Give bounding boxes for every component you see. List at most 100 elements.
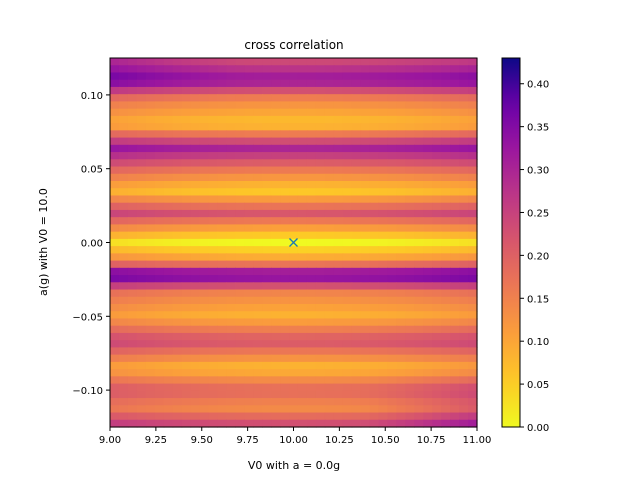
heatmap-cell — [387, 152, 398, 160]
heatmap-cell — [127, 289, 138, 298]
heatmap-cell — [396, 173, 406, 182]
heatmap-cell — [271, 398, 281, 406]
heatmap-cell — [450, 332, 460, 341]
heatmap-cell — [289, 282, 299, 291]
heatmap-cell — [396, 267, 406, 276]
heatmap-cell — [199, 332, 210, 341]
heatmap-cell — [217, 253, 227, 262]
heatmap-cell — [145, 282, 156, 291]
heatmap-cell — [351, 94, 362, 103]
heatmap-cell — [387, 347, 398, 356]
heatmap-cell — [181, 419, 192, 428]
heatmap-cell — [226, 101, 236, 110]
heatmap-cell — [441, 260, 451, 269]
heatmap-cell — [226, 209, 236, 218]
heatmap-cell — [199, 231, 210, 240]
heatmap-cell — [208, 202, 219, 211]
heatmap-cell — [378, 369, 389, 377]
heatmap-cell — [127, 267, 138, 276]
heatmap-cell — [351, 419, 362, 428]
heatmap-cell — [154, 130, 165, 139]
heatmap-cell — [271, 325, 281, 334]
heatmap-cell — [110, 152, 120, 160]
heatmap-cell — [289, 332, 299, 341]
heatmap-cell — [289, 137, 299, 146]
heatmap-cell — [360, 332, 371, 341]
heatmap-cell — [315, 166, 326, 175]
heatmap-cell — [262, 101, 272, 110]
heatmap-cell — [145, 188, 156, 197]
heatmap-cell — [271, 217, 281, 226]
heatmap-cell — [235, 347, 245, 356]
heatmap-cell — [414, 354, 424, 363]
heatmap-cell — [289, 390, 299, 399]
heatmap-cell — [235, 79, 245, 88]
heatmap-cell — [342, 318, 353, 327]
heatmap-cell — [432, 340, 442, 349]
heatmap-cell — [110, 238, 120, 247]
heatmap-cell — [163, 173, 174, 182]
heatmap-cell — [405, 275, 415, 283]
heatmap-cell — [315, 217, 326, 226]
heatmap-cell — [217, 361, 227, 370]
heatmap-cell — [306, 398, 317, 406]
heatmap-cell — [360, 267, 371, 276]
heatmap-cell — [459, 318, 469, 327]
heatmap-cell — [432, 405, 442, 414]
heatmap-cell — [271, 347, 281, 356]
heatmap-cell — [271, 65, 281, 74]
heatmap-cell — [199, 289, 210, 298]
heatmap-cell — [118, 86, 129, 95]
heatmap-cell — [432, 101, 442, 110]
heatmap-cell — [127, 390, 138, 399]
heatmap-cell — [432, 58, 442, 66]
heatmap-cell — [387, 260, 398, 269]
heatmap-cell — [190, 137, 201, 146]
heatmap-cell — [136, 144, 147, 153]
heatmap-cell — [414, 202, 424, 211]
heatmap-cell — [217, 238, 227, 247]
heatmap-cell — [271, 173, 281, 182]
colorbar-ticks: 0.000.050.100.150.200.250.300.350.40 — [520, 80, 549, 434]
heatmap-cell — [217, 354, 227, 363]
heatmap-cell — [226, 332, 236, 341]
heatmap-cell — [306, 253, 317, 262]
heatmap-cell — [118, 130, 129, 139]
heatmap-cell — [333, 260, 344, 269]
heatmap-cell — [154, 419, 165, 428]
heatmap-cell — [441, 181, 451, 189]
heatmap-cell — [441, 296, 451, 305]
heatmap-cell — [396, 282, 406, 291]
heatmap-cell — [154, 253, 165, 262]
heatmap-cell — [199, 267, 210, 276]
heatmap-cell — [199, 340, 210, 349]
heatmap-cell — [306, 361, 317, 370]
heatmap-cell — [226, 412, 236, 421]
heatmap-cell — [324, 152, 335, 160]
heatmap-cell — [360, 130, 371, 139]
heatmap-cell — [306, 217, 317, 226]
heatmap-cell — [360, 311, 371, 320]
heatmap-cell — [208, 318, 219, 327]
heatmap-cell — [136, 86, 147, 95]
heatmap-cell — [136, 173, 147, 182]
heatmap-cell — [190, 159, 201, 168]
heatmap-cell — [110, 202, 120, 211]
heatmap-cell — [324, 173, 335, 182]
heatmap-cell — [235, 101, 245, 110]
heatmap-cell — [145, 217, 156, 226]
heatmap-cell — [441, 332, 451, 341]
heatmap-cell — [387, 361, 398, 370]
heatmap-cell — [468, 412, 478, 421]
heatmap-cell — [360, 369, 371, 377]
heatmap-cell — [315, 361, 326, 370]
heatmap-cell — [244, 137, 254, 146]
heatmap-cell — [217, 217, 227, 226]
heatmap-cell — [459, 202, 469, 211]
heatmap-cell — [262, 347, 272, 356]
heatmap-cell — [306, 296, 317, 305]
heatmap-cell — [208, 340, 219, 349]
heatmap-cell — [360, 195, 371, 204]
heatmap-cell — [118, 101, 129, 110]
heatmap-cell — [432, 304, 442, 312]
